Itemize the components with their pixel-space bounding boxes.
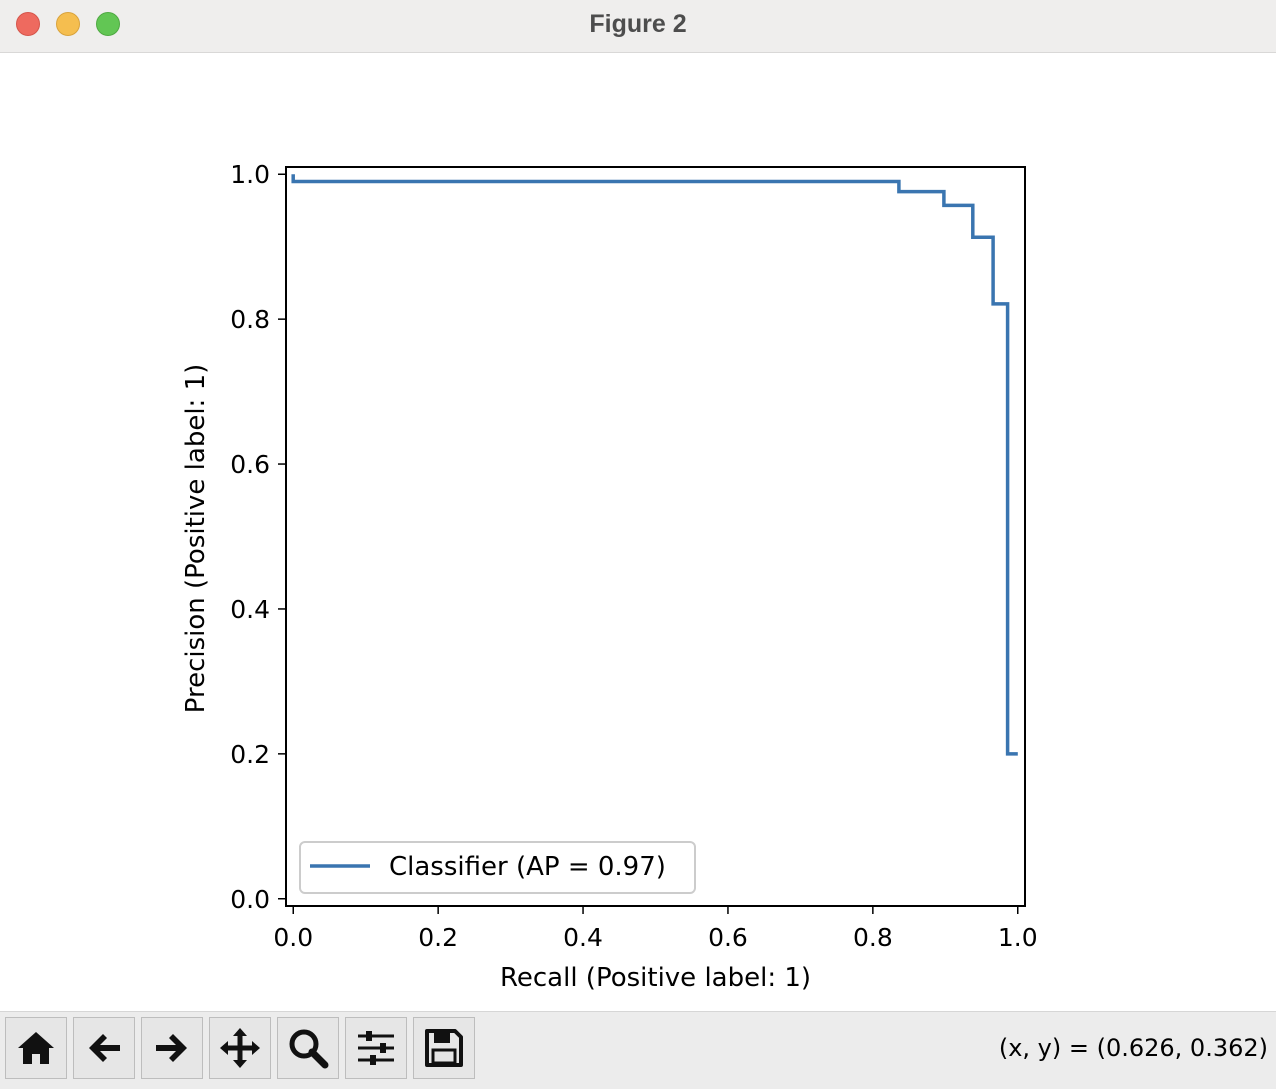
- y-tick-label: 0.0: [230, 885, 270, 914]
- minimize-window-button[interactable]: [56, 12, 80, 36]
- y-tick-label: 0.8: [230, 305, 270, 334]
- forward-button[interactable]: [141, 1017, 203, 1079]
- legend-box: [299, 841, 696, 894]
- precision-recall-chart: 0.0 0.2 0.4 0.6 0.8 1.0 0.0 0.2 0.4 0.6 0.8 1.0 Rec…: [181, 160, 1038, 993]
- x-tick-label: 0.2: [418, 923, 458, 952]
- move-icon: [220, 1028, 260, 1068]
- title-bar: Figure 2: [0, 0, 1276, 53]
- window-title: Figure 2: [589, 10, 687, 38]
- arrow-right-icon: [156, 1034, 187, 1062]
- cursor-coordinates: (x, y) = (0.626, 0.362): [998, 1034, 1268, 1062]
- legend-label: Classifier (AP = 0.97): [389, 852, 666, 882]
- series-layer: [291, 174, 1018, 756]
- y-tick-label: 0.2: [230, 740, 270, 769]
- y-tick-label: 0.6: [230, 450, 270, 479]
- y-axis-label: Precision (Positive label: 1): [181, 364, 211, 714]
- x-tick-label: 0.4: [563, 923, 603, 952]
- plot-area: [285, 166, 1026, 907]
- navigation-toolbar: (x, y) = (0.626, 0.362): [0, 1011, 1276, 1089]
- legend: Classifier (AP = 0.97): [299, 841, 696, 894]
- y-tick-label: 1.0: [230, 160, 270, 189]
- x-tick-label: 1.0: [998, 923, 1038, 952]
- series-line-0: [291, 174, 1018, 756]
- back-button[interactable]: [73, 1017, 135, 1079]
- home-icon: [18, 1032, 54, 1064]
- arrow-left-icon: [89, 1034, 120, 1062]
- figure-canvas[interactable]: 0.0 0.2 0.4 0.6 0.8 1.0 0.0 0.2 0.4 0.6 0.8 1.0 Rec…: [0, 53, 1276, 1011]
- zoom-button[interactable]: [277, 1017, 339, 1079]
- magnifier-icon: [289, 1029, 329, 1069]
- pan-button[interactable]: [209, 1017, 271, 1079]
- sliders-icon: [358, 1031, 394, 1065]
- axes-frame: [285, 166, 1026, 907]
- ticks-layer: 0.0 0.2 0.4 0.6 0.8 1.0 0.0 0.2 0.4 0.6 0.8 1.0: [230, 160, 1037, 952]
- close-window-button[interactable]: [16, 12, 40, 36]
- labels-layer: Recall (Positive label: 1) Precision (Pos…: [181, 364, 811, 993]
- x-tick-label: 0.0: [273, 923, 313, 952]
- home-button[interactable]: [5, 1017, 67, 1079]
- floppy-disk-icon: [425, 1029, 463, 1067]
- x-axis-label: Recall (Positive label: 1): [500, 963, 811, 993]
- x-tick-label: 0.6: [708, 923, 748, 952]
- configure-subplots-button[interactable]: [345, 1017, 407, 1079]
- y-tick-label: 0.4: [230, 595, 270, 624]
- maximize-window-button[interactable]: [96, 12, 120, 36]
- x-tick-label: 0.8: [853, 923, 893, 952]
- save-button[interactable]: [413, 1017, 475, 1079]
